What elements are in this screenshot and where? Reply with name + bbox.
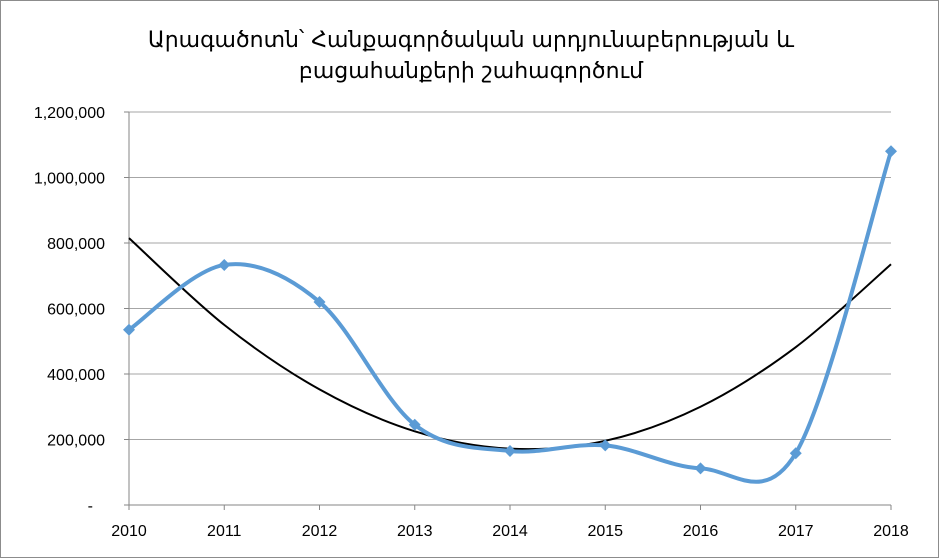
gridlines bbox=[129, 111, 891, 440]
y-tick-label-5: 1,000,000 bbox=[34, 171, 105, 188]
series-0-point-2013 bbox=[408, 418, 421, 431]
x-tick-label-4: 2014 bbox=[492, 523, 528, 540]
series-0-point-2010 bbox=[123, 323, 135, 336]
series-0-point-2014 bbox=[504, 444, 516, 457]
x-tick-label-3: 2013 bbox=[397, 523, 433, 540]
y-tick-label-6: 1,200,000 bbox=[34, 105, 105, 122]
series-0-point-2016 bbox=[694, 462, 707, 475]
y-tick-label-4: 800,000 bbox=[47, 236, 105, 253]
y-tick-label-1: 200,000 bbox=[47, 433, 105, 450]
series-0-point-2011 bbox=[218, 258, 231, 271]
x-tick-label-6: 2016 bbox=[683, 523, 719, 540]
axes bbox=[124, 111, 892, 510]
trendline-path bbox=[128, 237, 892, 451]
chart-title: Արագածոտն՝ Հանքագործական արդյունաբերությ… bbox=[148, 28, 794, 84]
x-tick-label-0: 2010 bbox=[111, 523, 147, 540]
chart-title-line-2: բացաhանքերի շահագործում bbox=[299, 59, 644, 84]
trendline bbox=[128, 237, 892, 451]
series-0-point-2015 bbox=[599, 439, 612, 452]
x-tick-label-7: 2017 bbox=[778, 523, 814, 540]
y-tick-label-2: 400,000 bbox=[47, 367, 105, 384]
series-0-point-2017 bbox=[789, 447, 802, 460]
x-axis-tick-labels: 2010 2011 2012 2013 2014 2015 2016 2017 2018 bbox=[111, 523, 909, 540]
series-0-point-2012 bbox=[313, 295, 326, 308]
x-tick-label-8: 2018 bbox=[873, 523, 909, 540]
data-series bbox=[123, 145, 897, 484]
x-tick-label-2: 2012 bbox=[302, 523, 338, 540]
y-axis-tick-labels: - 200,000 400,000 600,000 800,000 1,000,000 1,… bbox=[34, 105, 105, 515]
chart-title-line-1: Արագածոտն՝ Հանքագործական արդյունաբերությ… bbox=[148, 28, 794, 53]
series-0-line bbox=[127, 149, 893, 484]
y-tick-label-0: - bbox=[88, 498, 93, 515]
x-tick-label-1: 2011 bbox=[207, 523, 242, 540]
y-tick-label-3: 600,000 bbox=[47, 302, 105, 319]
x-tick-label-5: 2015 bbox=[587, 523, 623, 540]
series-0-point-2018 bbox=[885, 145, 897, 158]
